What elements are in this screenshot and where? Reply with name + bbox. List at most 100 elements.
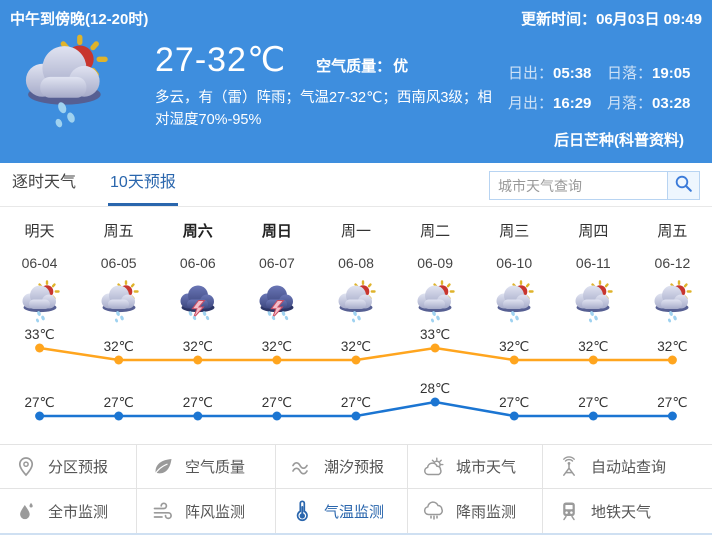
day-name: 周二 [420, 223, 451, 240]
svg-text:27℃: 27℃ [262, 395, 292, 410]
menu-item-temperature-monitoring[interactable]: 气温监测 [276, 489, 408, 533]
forecast-day-column: 周五 06-05 [79, 220, 158, 324]
cloud-sun-rain-icon [633, 280, 712, 324]
svg-text:33℃: 33℃ [25, 327, 55, 342]
day-date: 06-08 [338, 255, 374, 271]
day-name: 周六 [182, 223, 213, 240]
air-quality-label: 空气质量： [316, 58, 392, 75]
air-quality-value: 优 [393, 58, 409, 75]
city-weather-search [489, 171, 700, 200]
svg-text:27℃: 27℃ [25, 395, 55, 410]
thunder-rain-icon [237, 280, 316, 324]
svg-text:32℃: 32℃ [657, 339, 687, 354]
menu-item-label: 降雨监测 [456, 503, 517, 521]
droplet-icon [14, 499, 38, 523]
day-date: 06-10 [496, 255, 533, 271]
moonset-time: 月落：03:28 [607, 95, 691, 112]
day-date: 06-04 [21, 255, 58, 271]
metro-icon [557, 499, 581, 523]
menu-item-label: 全市监测 [48, 503, 109, 521]
solar-term-link[interactable]: 后日芒种(科普资料) [554, 132, 684, 149]
menu-item-rainfall-monitoring[interactable]: 降雨监测 [408, 489, 543, 533]
svg-text:32℃: 32℃ [183, 339, 213, 354]
day-date: 06-05 [100, 255, 137, 271]
temperature-range: 27-32℃ [155, 41, 287, 79]
forecast-day-column: 周五 06-12 [633, 220, 712, 324]
forecast-day-column: 周二 06-09 [396, 220, 475, 324]
current-weather-icon [16, 34, 113, 134]
forecast-day-column: 周四 06-11 [554, 220, 633, 324]
menu-item-label: 分区预报 [48, 459, 109, 476]
menu-item-metro-weather[interactable]: 地铁天气 [543, 489, 712, 533]
menu-item-label: 空气质量 [185, 459, 246, 476]
menu-item-citywide-monitoring[interactable]: 全市监测 [0, 489, 137, 533]
svg-text:33℃: 33℃ [420, 327, 450, 342]
svg-text:27℃: 27℃ [657, 395, 687, 410]
menu-item-gust-monitoring[interactable]: 阵风监测 [137, 489, 276, 533]
search-input[interactable] [489, 171, 668, 200]
svg-text:32℃: 32℃ [262, 339, 292, 354]
day-name: 周一 [340, 223, 371, 240]
sunrise-time: 日出：05:38 [508, 65, 592, 82]
sunset-time: 日落：19:05 [607, 65, 691, 82]
tabs: 逐时天气 10天预报 [10, 163, 178, 206]
day-name: 周日 [261, 223, 292, 240]
cloud-sun-rain-icon [396, 280, 475, 324]
forecast-period-label: 中午到傍晚(12-20时) [10, 11, 149, 28]
current-conditions: 27-32℃ 空气质量：优 多云，有（雷）阵雨；气温27-32℃；西南风3级；相… [155, 40, 505, 131]
cloud-sun-rain-icon [0, 280, 79, 324]
rain-cloud-icon [422, 499, 446, 523]
cloud-sun-rain-icon [475, 280, 554, 324]
forecast-day-column: 周一 06-08 [316, 220, 395, 324]
weather-description: 多云，有（雷）阵雨；气温27-32℃；西南风3级；相对湿度70%-95% [155, 90, 492, 128]
svg-text:27℃: 27℃ [578, 395, 608, 410]
cloud-sun-rain-icon [316, 280, 395, 324]
update-time-label: 更新时间：06月03日 09:49 [521, 11, 702, 28]
low-temp-chart: 27℃ 27℃ 27℃ 27℃ 27℃ 28℃ 27℃ 27℃ 27℃ [25, 382, 687, 421]
tab-ten-day-forecast[interactable]: 10天预报 [108, 163, 178, 206]
menu-item-auto-station-query[interactable]: 自动站查询 [543, 445, 712, 489]
bottom-menu: 分区预报 空气质量 潮汐预报 城市天气 自动站查询全市监测 阵风监测 气温监测 降雨监测 地铁天… [0, 444, 712, 535]
day-name: 周三 [499, 223, 530, 240]
forecast-days: 明天 06-04 周五 06-05 周六 06-06 周日 06-07 周一 06-08 周二 06-… [0, 207, 712, 324]
station-icon [557, 455, 581, 479]
search-button[interactable] [667, 171, 700, 200]
menu-item-label: 自动站查询 [591, 459, 667, 476]
current-weather-header: 中午到傍晚(12-20时) 更新时间：06月03日 09:49 27-32℃ 空… [0, 0, 712, 163]
ten-day-forecast-panel: 明天 06-04 周五 06-05 周六 06-06 周日 06-07 周一 06-08 周二 06-… [0, 207, 712, 440]
cloud-sun-rain-icon [554, 280, 633, 324]
tab-hourly-weather[interactable]: 逐时天气 [12, 174, 77, 191]
svg-text:27℃: 27℃ [341, 395, 371, 410]
svg-text:27℃: 27℃ [499, 395, 529, 410]
day-date: 06-09 [417, 255, 453, 271]
menu-item-city-weather[interactable]: 城市天气 [408, 445, 543, 489]
day-date: 06-06 [179, 255, 216, 271]
air-quality: 空气质量：优 [316, 55, 408, 76]
leaf-icon [151, 455, 175, 479]
svg-text:27℃: 27℃ [104, 395, 134, 410]
menu-item-tide-forecast[interactable]: 潮汐预报 [276, 445, 408, 489]
sun-cloud-icon [422, 455, 446, 479]
svg-text:32℃: 32℃ [104, 339, 134, 354]
day-date: 06-11 [575, 255, 611, 271]
forecast-day-column: 明天 06-04 [0, 220, 79, 324]
svg-text:32℃: 32℃ [341, 339, 371, 354]
map-pin-icon [14, 455, 38, 479]
svg-text:32℃: 32℃ [578, 339, 608, 354]
moonrise-time: 月出：16:29 [508, 95, 592, 112]
day-date: 06-07 [258, 255, 295, 271]
day-name: 周五 [103, 223, 134, 240]
menu-item-air-quality[interactable]: 空气质量 [137, 445, 276, 489]
day-name: 明天 [24, 223, 55, 240]
svg-text:28℃: 28℃ [420, 382, 450, 396]
forecast-day-column: 周六 06-06 [158, 220, 237, 324]
high-temp-chart: 33℃ 32℃ 32℃ 32℃ 32℃ 33℃ 32℃ 32℃ 32℃ [25, 327, 687, 365]
svg-text:32℃: 32℃ [499, 339, 529, 354]
forecast-day-column: 周日 06-07 [237, 220, 316, 324]
thermometer-icon [290, 499, 314, 523]
cloud-sun-rain-icon [79, 280, 158, 324]
menu-item-zone-forecast[interactable]: 分区预报 [0, 445, 137, 489]
search-icon [673, 173, 695, 198]
sun-moon-times: 日出：05:38 日落：19:05 月出：16:29 月落：03:28 [508, 62, 706, 122]
